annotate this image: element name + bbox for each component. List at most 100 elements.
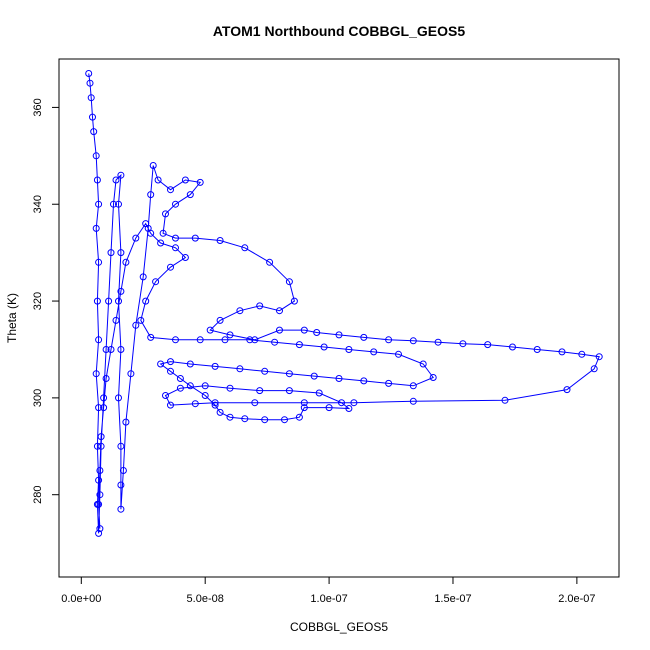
data-point xyxy=(315,389,323,397)
data-point xyxy=(335,375,343,382)
data-point xyxy=(139,273,147,281)
y-axis-label: Theta (K) xyxy=(5,293,19,343)
data-point xyxy=(117,442,125,450)
data-point xyxy=(533,346,541,353)
data-point xyxy=(226,331,234,339)
data-point xyxy=(285,370,293,378)
data-point xyxy=(191,400,199,408)
data-point xyxy=(261,416,269,424)
x-tick-label: 1.0e-07 xyxy=(310,593,347,605)
data-point xyxy=(216,316,224,324)
data-point xyxy=(152,278,160,286)
data-point xyxy=(295,413,303,421)
data-point xyxy=(95,258,103,266)
data-point xyxy=(385,379,393,387)
data-point xyxy=(142,220,150,228)
y-tick-label: 340 xyxy=(32,195,44,213)
data-point xyxy=(97,433,105,441)
data-point xyxy=(181,176,189,184)
data-point xyxy=(95,404,103,412)
data-point xyxy=(201,382,209,390)
data-point xyxy=(122,258,130,266)
data-point xyxy=(100,404,108,412)
data-point xyxy=(110,200,117,208)
data-point xyxy=(102,346,110,353)
data-point xyxy=(154,176,162,184)
data-point xyxy=(186,382,194,390)
data-point xyxy=(90,128,98,136)
data-point xyxy=(117,505,125,513)
data-point xyxy=(119,467,127,474)
data-point xyxy=(181,254,189,261)
data-point xyxy=(149,162,157,169)
data-point xyxy=(86,79,94,87)
data-point xyxy=(300,399,308,407)
data-point xyxy=(360,377,368,385)
data-point xyxy=(256,387,264,395)
data-point xyxy=(117,171,125,179)
data-point xyxy=(92,224,100,232)
data-point xyxy=(122,418,130,426)
data-point xyxy=(176,384,184,392)
data-point xyxy=(107,346,115,353)
data-point xyxy=(295,341,303,349)
data-point xyxy=(578,350,586,358)
data-point xyxy=(281,416,288,424)
data-point xyxy=(96,491,104,499)
data-point xyxy=(409,397,417,405)
data-point xyxy=(162,210,169,218)
y-axis: 280 300 320 340 360 xyxy=(32,98,60,504)
data-point xyxy=(313,329,321,336)
data-point xyxy=(236,365,244,373)
data-point xyxy=(216,408,224,416)
data-point xyxy=(89,113,96,121)
data-point xyxy=(290,297,298,305)
data-point xyxy=(241,244,249,252)
data-point xyxy=(345,405,353,412)
chart-title: ATOM1 Northbound COBBGL_GEOS5 xyxy=(213,23,465,39)
data-point xyxy=(162,392,169,399)
data-point xyxy=(345,346,353,353)
data-point xyxy=(186,191,194,199)
data-point xyxy=(172,336,179,344)
y-tick-label: 320 xyxy=(32,292,44,310)
data-point xyxy=(95,476,103,484)
data-point xyxy=(95,529,103,537)
data-point xyxy=(338,399,345,407)
data-point xyxy=(186,360,194,368)
data-point xyxy=(211,362,219,370)
data-point xyxy=(115,297,122,305)
data-point xyxy=(142,297,150,305)
data-point xyxy=(206,326,214,334)
data-point xyxy=(95,200,103,208)
data-point xyxy=(115,394,122,402)
data-point xyxy=(172,234,179,242)
data-point xyxy=(251,399,259,407)
data-point xyxy=(132,234,140,242)
data-point xyxy=(310,372,318,380)
data-point xyxy=(176,375,184,382)
data-point xyxy=(191,234,199,242)
data-point xyxy=(172,200,179,208)
data-point xyxy=(102,375,110,382)
data-point xyxy=(167,358,174,366)
data-point xyxy=(558,348,566,356)
data-point xyxy=(117,249,125,257)
data-point xyxy=(335,331,343,339)
data-point xyxy=(276,326,283,334)
data-point xyxy=(167,401,174,409)
data-point xyxy=(429,374,437,381)
data-point xyxy=(112,316,120,324)
data-point xyxy=(509,343,516,351)
data-point xyxy=(300,404,308,412)
data-point xyxy=(93,297,101,305)
data-point xyxy=(96,525,104,533)
data-point xyxy=(96,467,104,474)
data-point xyxy=(100,394,108,402)
data-point xyxy=(115,200,122,208)
data-point xyxy=(434,338,442,346)
data-point xyxy=(271,338,279,346)
data-point xyxy=(285,278,293,286)
data-point xyxy=(117,287,125,295)
